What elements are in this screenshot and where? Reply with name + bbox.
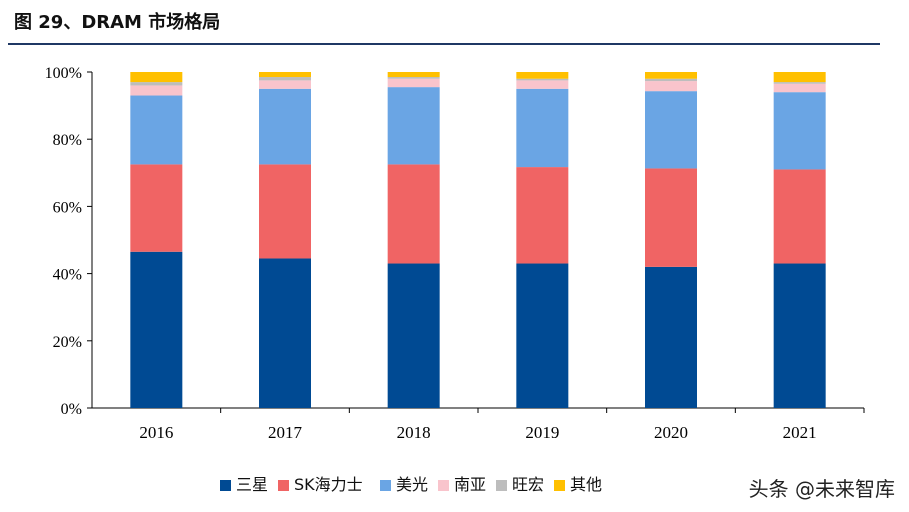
bar-segment bbox=[387, 164, 440, 264]
legend-swatch bbox=[220, 480, 231, 491]
bar-segment bbox=[387, 263, 440, 408]
bar-segment bbox=[645, 266, 697, 408]
bar-segment bbox=[130, 164, 183, 252]
bar-segment bbox=[645, 168, 697, 267]
title-divider bbox=[8, 43, 880, 45]
legend-label: 其他 bbox=[570, 475, 602, 494]
legend-label: 南亚 bbox=[454, 475, 486, 494]
y-tick-label: 0% bbox=[61, 401, 82, 418]
legend-swatch bbox=[380, 480, 391, 491]
axes bbox=[87, 71, 865, 413]
bar-segment bbox=[645, 91, 697, 169]
bar-segment bbox=[259, 164, 311, 259]
bar-segment bbox=[516, 167, 569, 264]
bar-segment bbox=[516, 80, 569, 89]
legend-label: 美光 bbox=[396, 475, 428, 494]
bars bbox=[130, 72, 826, 408]
bar-segment bbox=[130, 251, 183, 408]
bar-segment bbox=[259, 77, 311, 81]
bar-segment bbox=[130, 72, 183, 83]
bar-segment bbox=[259, 80, 311, 89]
bar-segment bbox=[387, 77, 440, 79]
bar-segment bbox=[773, 82, 826, 84]
bar-segment bbox=[773, 92, 826, 170]
bar-segment bbox=[130, 95, 183, 165]
x-tick-label: 2017 bbox=[268, 423, 303, 442]
bar-segment bbox=[387, 78, 440, 88]
bar-segment bbox=[645, 78, 697, 82]
legend: 三星 SK海力士 美光 南亚 旺宏 其他 bbox=[220, 475, 602, 494]
x-tick-label: 2021 bbox=[783, 423, 817, 442]
y-tick-label: 20% bbox=[53, 334, 82, 351]
watermark: 头条 @未来智库 bbox=[748, 477, 895, 501]
y-tick-label: 80% bbox=[53, 132, 82, 149]
x-tick-label: 2019 bbox=[525, 423, 559, 442]
x-tick-label: 2016 bbox=[139, 423, 173, 442]
bar-segment bbox=[516, 263, 569, 408]
bar-segment bbox=[773, 263, 826, 408]
legend-swatch bbox=[496, 480, 507, 491]
bar-segment bbox=[516, 72, 569, 79]
legend-swatch bbox=[554, 480, 565, 491]
bar-segment bbox=[516, 88, 569, 168]
y-tick-label: 100% bbox=[45, 65, 82, 82]
bar-segment bbox=[130, 85, 183, 96]
bar-segment bbox=[773, 83, 826, 93]
bar-segment bbox=[130, 82, 183, 86]
bar-segment bbox=[645, 72, 697, 79]
bar-segment bbox=[259, 88, 311, 165]
bar-segment bbox=[387, 72, 440, 78]
bar-segment bbox=[259, 258, 311, 408]
y-tick-label: 60% bbox=[53, 199, 82, 216]
bar-segment bbox=[645, 81, 697, 92]
figure-title: 图 29、DRAM 市场格局 bbox=[14, 12, 221, 33]
legend-swatch bbox=[438, 480, 449, 491]
x-tick-label: 2020 bbox=[654, 423, 688, 442]
bar-segment bbox=[773, 72, 826, 83]
bar-segment bbox=[773, 169, 826, 264]
legend-label: SK海力士 bbox=[294, 475, 363, 494]
legend-label: 三星 bbox=[236, 475, 268, 494]
legend-swatch bbox=[278, 480, 289, 491]
axis-labels: 0% 20% 40% 60% 80% 100% 2016 2017 2018 2019 2020 20… bbox=[45, 65, 817, 442]
x-tick-label: 2018 bbox=[397, 423, 431, 442]
y-tick-label: 40% bbox=[53, 267, 82, 284]
bar-segment bbox=[259, 72, 311, 78]
bar-segment bbox=[516, 78, 569, 81]
bar-segment bbox=[387, 87, 440, 165]
legend-label: 旺宏 bbox=[512, 475, 544, 494]
